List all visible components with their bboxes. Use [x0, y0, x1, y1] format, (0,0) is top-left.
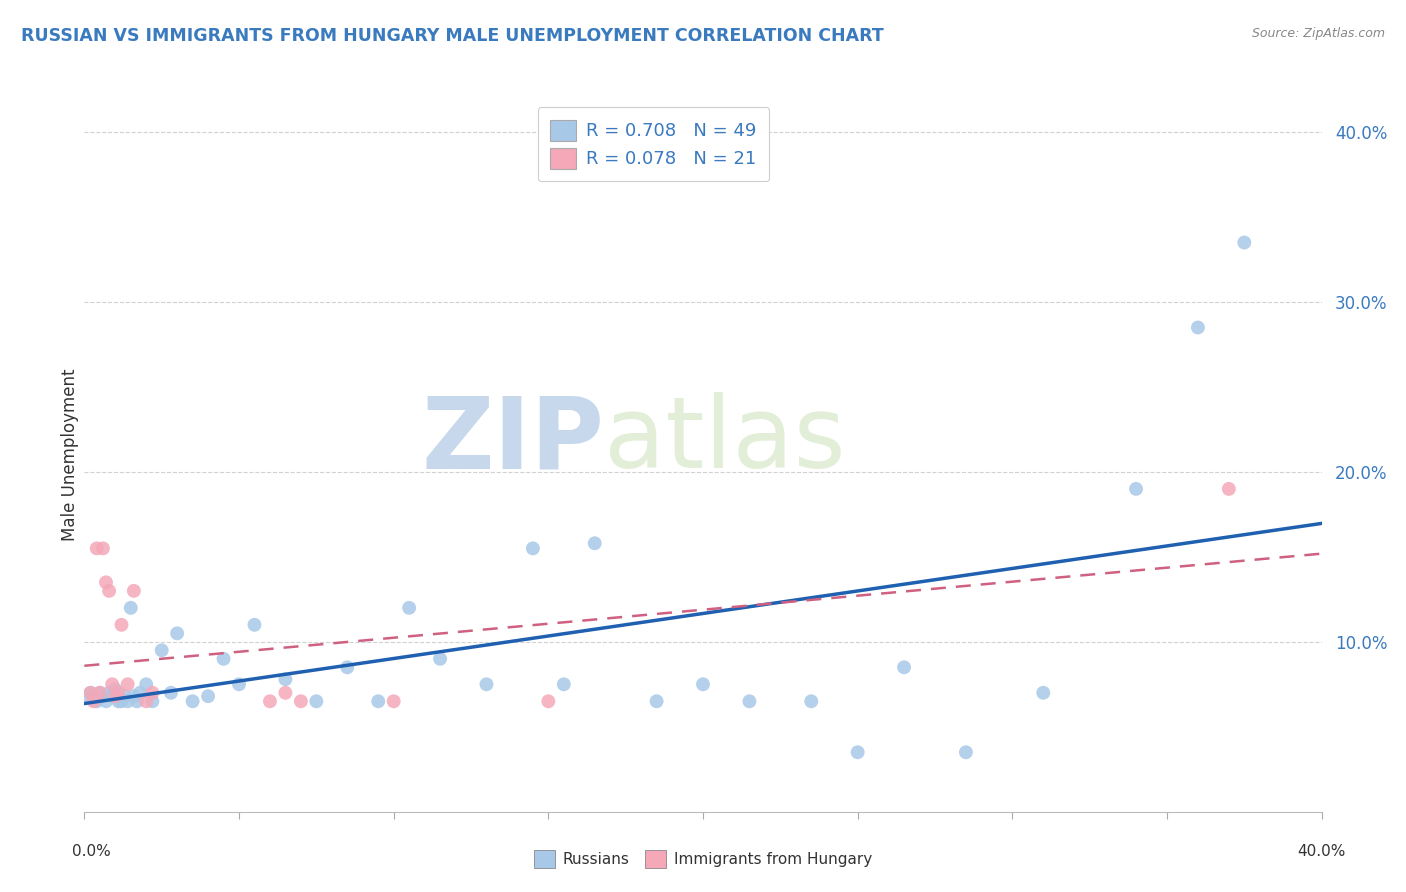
Point: [86, 541, 108, 556]
Point: [107, 694, 129, 708]
Point: [89, 686, 111, 700]
Point: [120, 600, 142, 615]
Point: [101, 689, 124, 703]
Point: [141, 686, 163, 700]
Point: [117, 694, 139, 708]
Point: [398, 600, 420, 615]
Point: [129, 686, 152, 700]
Point: [475, 677, 498, 691]
Point: [98, 583, 121, 598]
Point: [166, 626, 188, 640]
Point: [91, 689, 114, 703]
Point: [110, 617, 132, 632]
Text: Source: ZipAtlas.com: Source: ZipAtlas.com: [1251, 27, 1385, 40]
Point: [197, 689, 219, 703]
Point: [83, 689, 105, 703]
Point: [893, 660, 915, 674]
Point: [104, 689, 127, 703]
Point: [110, 694, 132, 708]
Y-axis label: Male Unemployment: Male Unemployment: [62, 368, 80, 541]
Point: [583, 536, 606, 550]
Point: [212, 652, 235, 666]
Point: [522, 541, 544, 556]
Point: [114, 689, 136, 703]
Point: [107, 686, 129, 700]
Point: [274, 672, 297, 686]
Point: [259, 694, 281, 708]
Point: [738, 694, 761, 708]
Point: [367, 694, 389, 708]
Point: [141, 694, 163, 708]
Point: [160, 686, 183, 700]
Point: [243, 617, 266, 632]
Point: [94, 694, 117, 708]
Point: [117, 677, 139, 691]
Point: [94, 575, 117, 590]
Point: [122, 689, 145, 703]
Point: [1125, 482, 1147, 496]
Text: atlas: atlas: [605, 392, 845, 489]
Point: [1218, 482, 1240, 496]
Legend: R = 0.708   N = 49, R = 0.078   N = 21: R = 0.708 N = 49, R = 0.078 N = 21: [537, 107, 769, 181]
Point: [1187, 320, 1209, 334]
Point: [1032, 686, 1054, 700]
Point: [537, 694, 560, 708]
Point: [98, 686, 121, 700]
Point: [101, 677, 124, 691]
Point: [91, 541, 114, 556]
Point: [150, 643, 173, 657]
Point: [336, 660, 359, 674]
Point: [181, 694, 204, 708]
Point: [645, 694, 668, 708]
Point: [104, 682, 127, 697]
Point: [79, 686, 101, 700]
Point: [89, 686, 111, 700]
Point: [290, 694, 312, 708]
Point: [382, 694, 405, 708]
Point: [79, 686, 101, 700]
Point: [83, 694, 105, 708]
Point: [228, 677, 250, 691]
Point: [86, 694, 108, 708]
Point: [122, 583, 145, 598]
Text: ZIP: ZIP: [422, 392, 605, 489]
Text: 0.0%: 0.0%: [72, 845, 111, 859]
Point: [76, 689, 98, 703]
Point: [429, 652, 451, 666]
Point: [305, 694, 328, 708]
Point: [135, 694, 157, 708]
Point: [800, 694, 823, 708]
Point: [692, 677, 714, 691]
Point: [1233, 235, 1256, 250]
Point: [846, 745, 869, 759]
Text: 40.0%: 40.0%: [1298, 845, 1346, 859]
Point: [125, 694, 148, 708]
Point: [553, 677, 575, 691]
Point: [274, 686, 297, 700]
Text: RUSSIAN VS IMMIGRANTS FROM HUNGARY MALE UNEMPLOYMENT CORRELATION CHART: RUSSIAN VS IMMIGRANTS FROM HUNGARY MALE …: [21, 27, 884, 45]
Point: [955, 745, 977, 759]
Point: [135, 677, 157, 691]
